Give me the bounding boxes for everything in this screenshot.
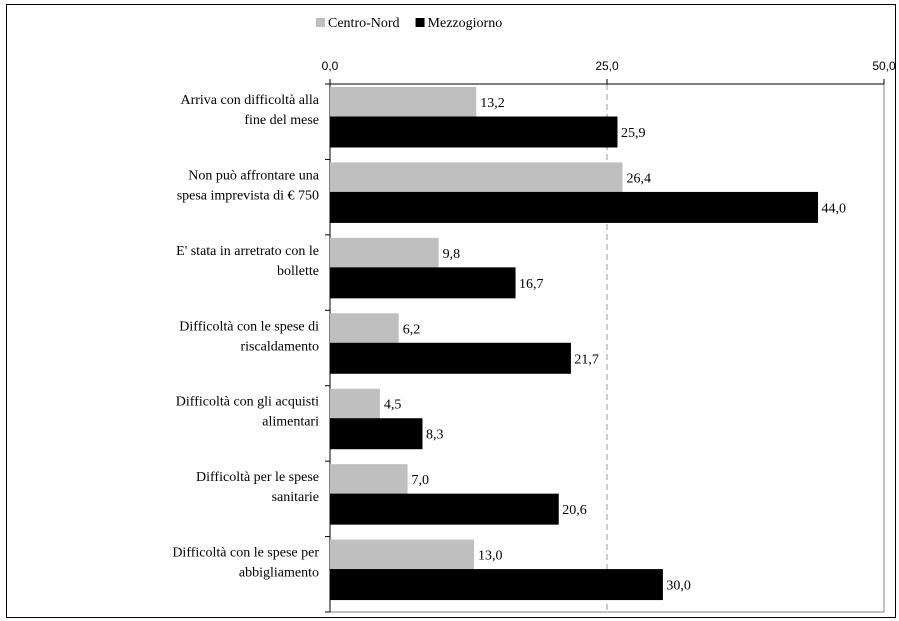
- bar-mezzogiorno-1: [329, 191, 819, 223]
- bar-centro-nord-5: [330, 464, 408, 495]
- category-label-1-line-0: Non può affrontare una: [188, 168, 320, 183]
- legend-swatch-1: [415, 18, 425, 27]
- category-label-3-line-0: Difficoltà con le spese di: [179, 319, 319, 334]
- x-tick-label-1: 25,0: [595, 59, 619, 73]
- bar-mezzogiorno-2: [329, 267, 516, 299]
- data-label-mezzogiorno-3: 21,7: [574, 352, 599, 367]
- data-label-mezzogiorno-2: 16,7: [519, 277, 544, 292]
- legend-swatch-0: [316, 18, 325, 27]
- legend-label-0: Centro-Nord: [328, 16, 400, 31]
- bar-mezzogiorno-0: [329, 116, 618, 148]
- bar-centro-nord-2: [330, 237, 439, 268]
- x-tick-label-0: 0,0: [322, 59, 339, 73]
- bar-centro-nord-4: [330, 388, 380, 419]
- bar-mezzogiorno-5: [329, 493, 559, 525]
- category-label-2-line-0: E' stata in arretrato con le: [176, 244, 319, 259]
- data-label-mezzogiorno-0: 25,9: [621, 126, 646, 141]
- data-label-centro-nord-1: 26,4: [627, 171, 652, 186]
- data-label-centro-nord-6: 13,0: [478, 549, 503, 564]
- category-label-0-line-1: fine del mese: [244, 113, 319, 128]
- category-label-6-line-0: Difficoltà con le spese per: [172, 546, 319, 561]
- category-label-4-line-0: Difficoltà con gli acquisti: [176, 395, 319, 410]
- x-tick-label-2: 50,0: [872, 59, 896, 73]
- category-label-6-line-1: abbigliamento: [239, 566, 319, 581]
- legend-label-1: Mezzogiorno: [428, 16, 503, 31]
- category-label-5-line-0: Difficoltà per le spese: [196, 470, 319, 485]
- data-label-mezzogiorno-5: 20,6: [562, 503, 587, 518]
- data-label-mezzogiorno-1: 44,0: [822, 201, 847, 216]
- bar-mezzogiorno-6: [329, 569, 663, 601]
- bar-centro-nord-0: [330, 87, 477, 117]
- data-label-mezzogiorno-6: 30,0: [666, 579, 691, 594]
- data-label-centro-nord-2: 9,8: [443, 247, 461, 262]
- category-label-3-line-1: riscaldamento: [240, 339, 319, 354]
- bar-centro-nord-1: [330, 162, 623, 193]
- category-label-5-line-1: sanitarie: [272, 490, 319, 505]
- category-label-2-line-1: bollette: [277, 264, 319, 279]
- data-label-centro-nord-5: 7,0: [412, 473, 430, 488]
- data-label-centro-nord-0: 13,2: [480, 96, 505, 111]
- data-label-mezzogiorno-4: 8,3: [426, 428, 444, 443]
- category-label-4-line-1: alimentari: [262, 415, 319, 430]
- bar-mezzogiorno-3: [329, 342, 571, 374]
- data-label-centro-nord-3: 6,2: [403, 322, 421, 337]
- bar-centro-nord-3: [330, 313, 399, 344]
- bar-mezzogiorno-4: [329, 418, 423, 450]
- category-label-0-line-0: Arriva con difficoltà alla: [180, 93, 319, 108]
- category-label-1-line-1: spesa imprevista di € 750: [177, 188, 319, 203]
- bar-centro-nord-6: [330, 539, 475, 570]
- data-label-centro-nord-4: 4,5: [384, 398, 402, 413]
